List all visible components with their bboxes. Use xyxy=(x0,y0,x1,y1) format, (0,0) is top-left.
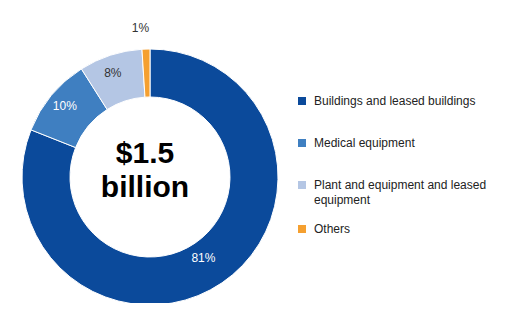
svg-text:10%: 10% xyxy=(53,99,77,113)
svg-text:1%: 1% xyxy=(132,21,150,35)
html-text:Medical equipment: Medical equipment xyxy=(314,136,415,150)
html-text:$1.5: $1.5 xyxy=(115,136,175,169)
svg-text:81%: 81% xyxy=(191,251,215,265)
html-text:Plant and equipment and leased: Plant and equipment and leased equipment xyxy=(314,178,487,207)
html-text:billion: billion xyxy=(100,170,190,203)
html-text:Others: Others xyxy=(314,222,350,236)
html-text:Buildings and leased buildings: Buildings and leased buildings xyxy=(314,94,476,108)
svg-text:8%: 8% xyxy=(104,66,122,80)
